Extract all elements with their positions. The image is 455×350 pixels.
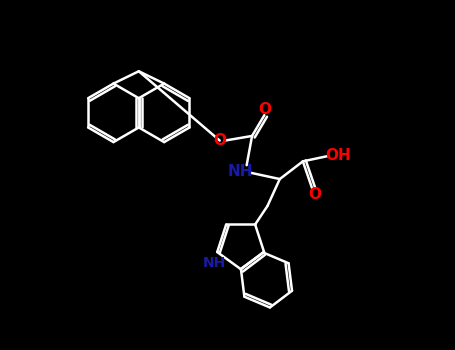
Text: O: O: [258, 102, 271, 117]
Text: OH: OH: [325, 148, 351, 163]
Text: O: O: [213, 133, 226, 148]
Text: NH: NH: [202, 256, 226, 270]
Text: NH: NH: [228, 164, 253, 179]
Text: O: O: [308, 187, 322, 202]
